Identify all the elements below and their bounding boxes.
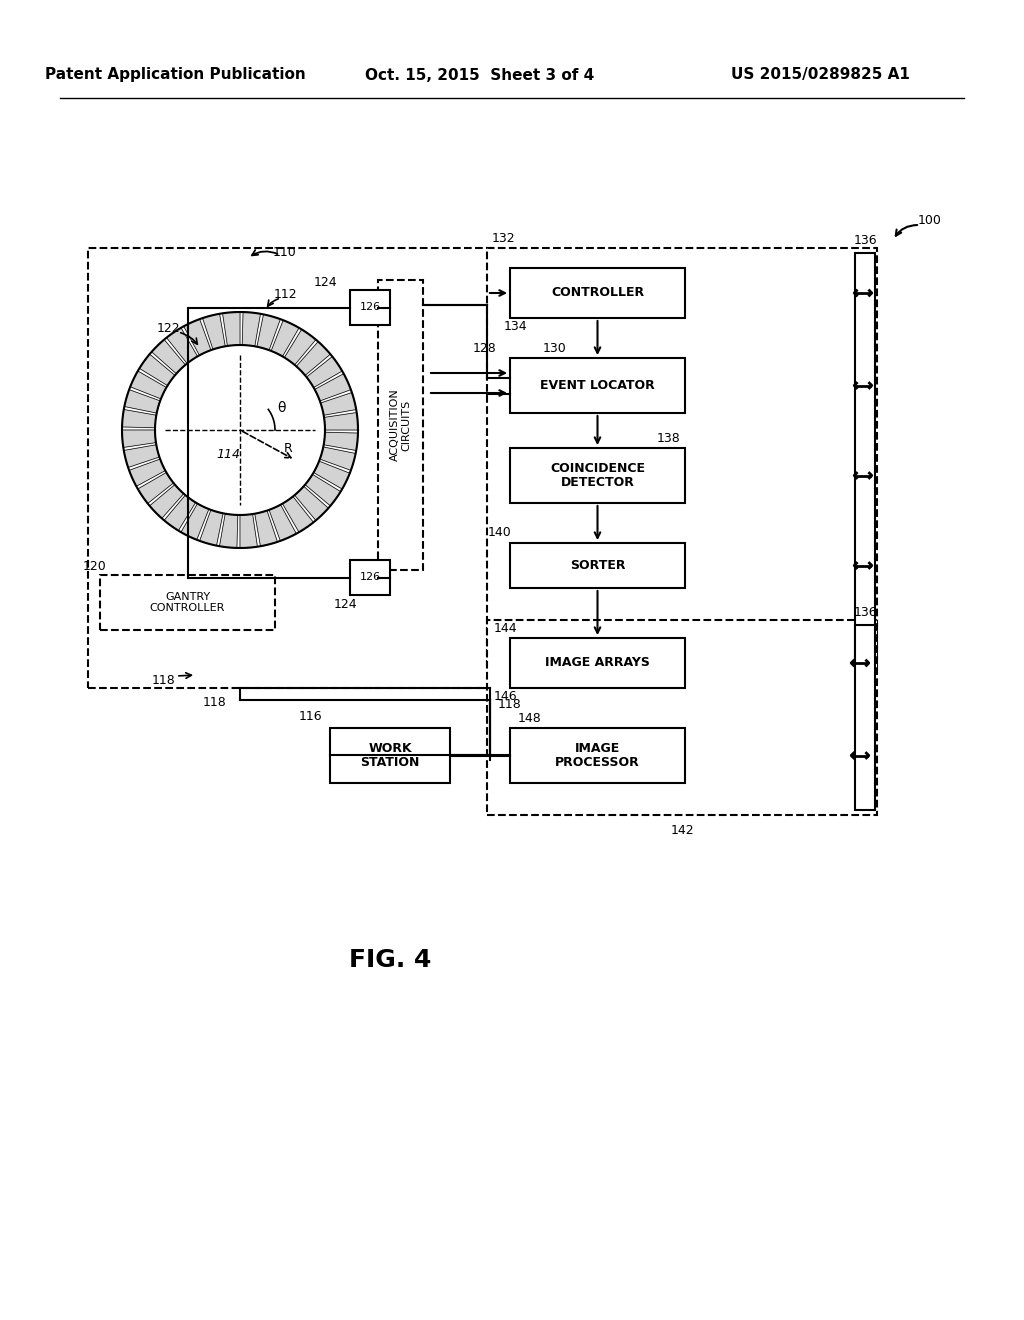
Text: 122: 122 xyxy=(157,322,180,334)
Text: 126: 126 xyxy=(359,573,381,582)
Text: 144: 144 xyxy=(494,622,517,635)
Text: IMAGE
PROCESSOR: IMAGE PROCESSOR xyxy=(555,742,640,770)
Polygon shape xyxy=(271,321,299,356)
FancyBboxPatch shape xyxy=(100,576,275,630)
FancyBboxPatch shape xyxy=(88,248,496,688)
Polygon shape xyxy=(124,445,160,467)
Text: COINCIDENCE
DETECTOR: COINCIDENCE DETECTOR xyxy=(550,462,645,490)
Text: 148: 148 xyxy=(518,711,542,725)
FancyBboxPatch shape xyxy=(510,638,685,688)
Polygon shape xyxy=(295,486,329,520)
Text: CONTROLLER: CONTROLLER xyxy=(551,286,644,300)
Polygon shape xyxy=(240,513,257,548)
Text: 128: 128 xyxy=(473,342,497,355)
Polygon shape xyxy=(129,459,165,486)
Text: Patent Application Publication: Patent Application Publication xyxy=(45,67,305,82)
Polygon shape xyxy=(164,495,196,531)
Text: EVENT LOCATOR: EVENT LOCATOR xyxy=(540,379,655,392)
Polygon shape xyxy=(313,461,350,488)
Text: 136: 136 xyxy=(853,606,877,619)
Text: 124: 124 xyxy=(333,598,356,611)
Text: 138: 138 xyxy=(656,432,680,445)
FancyBboxPatch shape xyxy=(510,729,685,783)
Polygon shape xyxy=(324,413,358,430)
Polygon shape xyxy=(122,430,156,447)
FancyBboxPatch shape xyxy=(487,248,877,668)
Text: 142: 142 xyxy=(670,824,694,837)
FancyBboxPatch shape xyxy=(855,624,874,810)
Text: SORTER: SORTER xyxy=(569,558,626,572)
Text: 116: 116 xyxy=(298,710,322,722)
Text: 126: 126 xyxy=(359,302,381,313)
Text: 100: 100 xyxy=(919,214,942,227)
Polygon shape xyxy=(257,314,281,350)
Text: 136: 136 xyxy=(853,235,877,248)
Text: ACQUISITION
CIRCUITS: ACQUISITION CIRCUITS xyxy=(390,388,412,462)
Polygon shape xyxy=(255,511,278,546)
Polygon shape xyxy=(183,319,211,355)
Polygon shape xyxy=(319,447,355,470)
Text: 140: 140 xyxy=(488,527,512,540)
Polygon shape xyxy=(314,374,351,401)
Text: 124: 124 xyxy=(313,276,337,289)
Text: GANTRY
CONTROLLER: GANTRY CONTROLLER xyxy=(150,591,225,614)
Polygon shape xyxy=(324,432,358,450)
Polygon shape xyxy=(305,474,341,506)
Polygon shape xyxy=(122,409,157,428)
Polygon shape xyxy=(283,496,313,532)
Text: US 2015/0289825 A1: US 2015/0289825 A1 xyxy=(730,67,909,82)
Polygon shape xyxy=(124,389,160,413)
Polygon shape xyxy=(296,342,331,375)
Polygon shape xyxy=(243,312,260,346)
FancyBboxPatch shape xyxy=(350,560,390,595)
Polygon shape xyxy=(285,330,315,364)
Polygon shape xyxy=(306,356,342,388)
Text: IMAGE ARRAYS: IMAGE ARRAYS xyxy=(545,656,650,669)
Polygon shape xyxy=(269,504,296,541)
FancyBboxPatch shape xyxy=(330,729,450,783)
FancyBboxPatch shape xyxy=(510,447,685,503)
Text: 132: 132 xyxy=(492,231,516,244)
Text: 146: 146 xyxy=(494,689,517,702)
Text: R: R xyxy=(284,441,293,454)
Text: 112: 112 xyxy=(273,289,297,301)
Polygon shape xyxy=(130,371,166,399)
FancyBboxPatch shape xyxy=(350,290,390,325)
Text: Oct. 15, 2015  Sheet 3 of 4: Oct. 15, 2015 Sheet 3 of 4 xyxy=(366,67,595,82)
Polygon shape xyxy=(321,392,356,416)
Text: 110: 110 xyxy=(273,247,297,260)
Polygon shape xyxy=(167,327,198,363)
Text: 120: 120 xyxy=(83,561,106,573)
Text: 118: 118 xyxy=(498,698,522,711)
Text: FIG. 4: FIG. 4 xyxy=(349,948,431,972)
Polygon shape xyxy=(222,312,240,346)
FancyBboxPatch shape xyxy=(487,620,877,814)
Text: 130: 130 xyxy=(543,342,567,355)
Polygon shape xyxy=(200,510,223,545)
Polygon shape xyxy=(139,354,175,385)
Polygon shape xyxy=(203,314,225,350)
FancyBboxPatch shape xyxy=(378,280,423,570)
Polygon shape xyxy=(181,504,209,540)
Text: WORK
STATION: WORK STATION xyxy=(360,742,420,770)
FancyBboxPatch shape xyxy=(510,268,685,318)
Polygon shape xyxy=(219,513,238,548)
Polygon shape xyxy=(150,484,183,519)
Polygon shape xyxy=(138,473,173,503)
FancyBboxPatch shape xyxy=(510,543,685,587)
FancyBboxPatch shape xyxy=(510,358,685,413)
Text: 118: 118 xyxy=(203,697,227,710)
Text: θ: θ xyxy=(278,401,287,414)
Text: 114: 114 xyxy=(216,449,240,462)
Text: 118: 118 xyxy=(153,673,176,686)
Polygon shape xyxy=(152,339,185,374)
Text: 134: 134 xyxy=(503,319,526,333)
FancyBboxPatch shape xyxy=(855,253,874,663)
